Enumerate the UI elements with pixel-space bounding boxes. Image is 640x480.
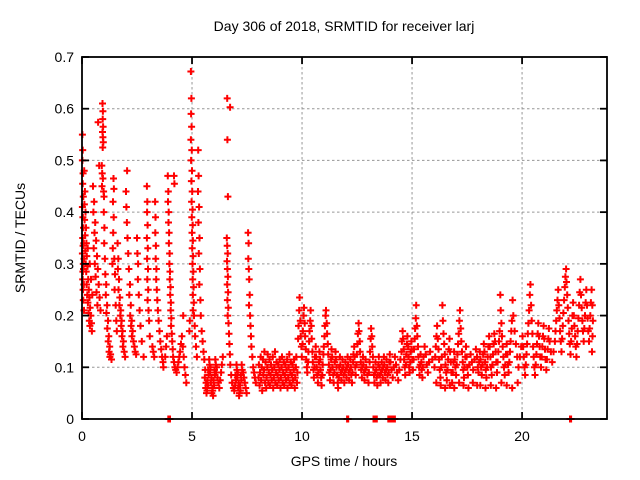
y-tick-label: 0	[66, 411, 74, 427]
tick-labels: 0 5 10 15 20 0 0.1 0.2 0.3 0.4 0.5 0.6 0.7	[55, 49, 531, 444]
x-axis-label: GPS time / hours	[291, 453, 398, 469]
plot-border	[81, 56, 608, 420]
scatter-points	[78, 68, 597, 423]
y-tick-label: 0.5	[55, 152, 75, 168]
y-tick-label: 0.2	[55, 308, 75, 324]
x-tick-label: 10	[294, 428, 310, 444]
y-tick-label: 0.7	[55, 49, 75, 65]
x-tick-label: 15	[404, 428, 420, 444]
y-axis-label: SRMTID / TECUs	[12, 183, 28, 293]
x-tick-label: 5	[188, 428, 196, 444]
chart-title: Day 306 of 2018, SRMTID for receiver lar…	[214, 18, 475, 34]
data-point-markers	[78, 68, 597, 423]
y-tick-label: 0.6	[55, 101, 75, 117]
y-tick-label: 0.4	[55, 204, 75, 220]
y-tick-label: 0.1	[55, 359, 75, 375]
y-tick-label: 0.3	[55, 256, 75, 272]
x-tick-label: 0	[78, 428, 86, 444]
x-tick-label: 20	[514, 428, 530, 444]
